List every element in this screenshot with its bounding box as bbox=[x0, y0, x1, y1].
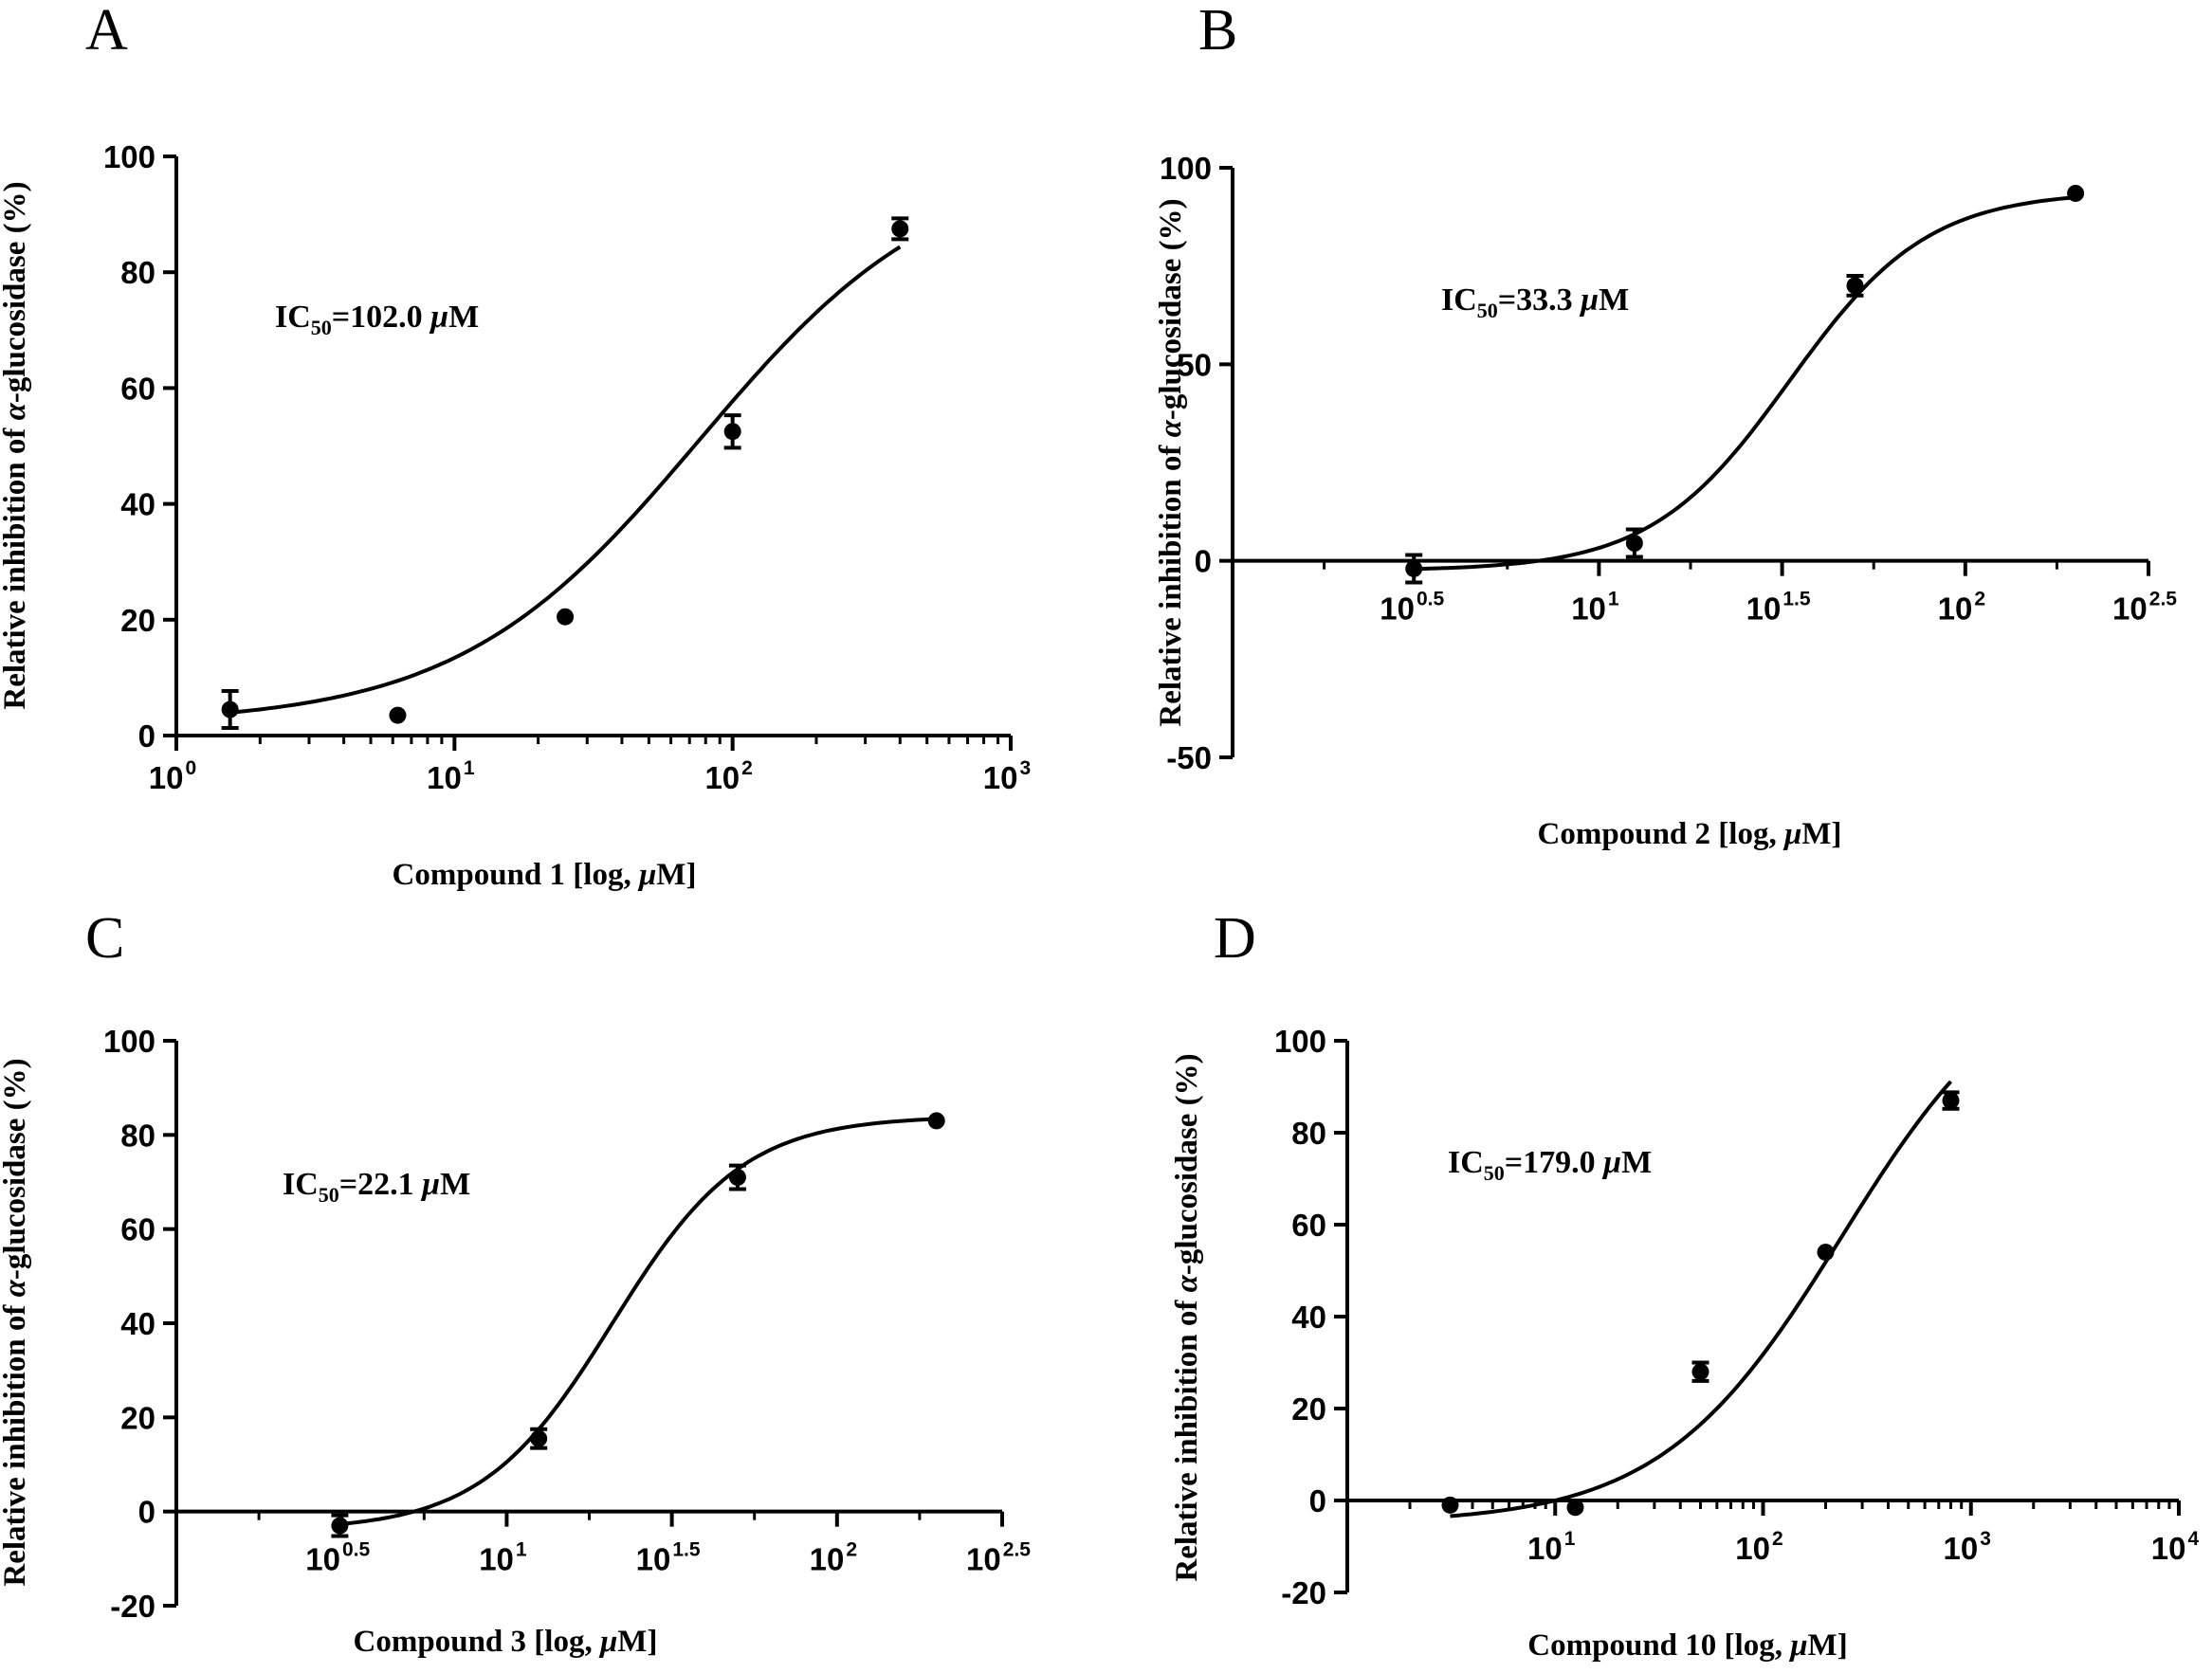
y-tick-label: -50 bbox=[1166, 740, 1212, 775]
x-tick-label: 103 bbox=[983, 757, 1031, 795]
data-point bbox=[1846, 277, 1864, 295]
data-point bbox=[723, 423, 741, 441]
x-tick-label: 101 bbox=[427, 757, 475, 795]
panel-letter: D bbox=[1214, 906, 1256, 971]
y-axis-title: Relative inhibition of α-glucosidase (%) bbox=[1170, 1053, 1204, 1581]
y-tick-label: 40 bbox=[120, 487, 155, 522]
y-tick-label: 100 bbox=[103, 1024, 155, 1059]
y-tick-label: 100 bbox=[103, 139, 155, 174]
data-point bbox=[1942, 1092, 1960, 1110]
panel-letter: C bbox=[85, 906, 124, 971]
x-tick-label: 101.5 bbox=[636, 1539, 701, 1577]
y-axis-title: Relative inhibition of α-glucosidase (%) bbox=[0, 1058, 32, 1586]
ic50-annotation: IC50=102.0 μM bbox=[275, 300, 479, 339]
y-tick-label: 0 bbox=[138, 718, 155, 754]
y-tick-label: 80 bbox=[120, 1118, 155, 1153]
y-tick-label: 40 bbox=[1291, 1300, 1326, 1335]
x-tick-label: 103 bbox=[1944, 1528, 1991, 1566]
y-tick-label: 0 bbox=[138, 1495, 155, 1530]
x-tick-label: 102 bbox=[1735, 1528, 1782, 1566]
data-point bbox=[2067, 184, 2085, 202]
fit-curve bbox=[1414, 195, 2076, 572]
chart-panel-a: A 0 20 40 60 80 100 100 101 102 103 IC50=102.0 μM Co… bbox=[0, 0, 1031, 892]
y-tick-label: 60 bbox=[120, 371, 155, 406]
y-tick-label: 20 bbox=[1291, 1391, 1326, 1427]
x-tick-label: 100 bbox=[149, 757, 196, 795]
y-axis-title: Relative inhibition of α-glucosidase (%) bbox=[1154, 198, 1188, 726]
x-tick-label: 102 bbox=[1938, 589, 1985, 627]
fit-curve bbox=[1450, 1080, 1953, 1518]
panel-letter: B bbox=[1198, 0, 1237, 63]
data-point bbox=[557, 608, 575, 626]
y-tick-label: 20 bbox=[120, 603, 155, 638]
panel-letter: A bbox=[85, 0, 128, 63]
y-tick-label: -20 bbox=[1281, 1575, 1326, 1610]
data-point bbox=[1405, 559, 1423, 577]
x-tick-label: 102.5 bbox=[966, 1539, 1031, 1577]
y-tick-label: 0 bbox=[1309, 1483, 1326, 1518]
ic50-annotation: IC50=33.3 μM bbox=[1441, 282, 1629, 322]
y-tick-label: 60 bbox=[1291, 1208, 1326, 1243]
x-axis-title: Compound 1 [log, μM] bbox=[393, 858, 697, 892]
fit-curve bbox=[229, 245, 902, 715]
ic50-annotation: IC50=22.1 μM bbox=[283, 1167, 470, 1207]
data-point bbox=[728, 1169, 746, 1187]
data-point bbox=[1625, 535, 1643, 553]
ic50-annotation: IC50=179.0 μM bbox=[1448, 1145, 1652, 1185]
fit-curve bbox=[339, 1117, 937, 1526]
x-tick-label: 102.5 bbox=[2112, 589, 2177, 627]
data-point bbox=[891, 220, 909, 238]
data-point bbox=[1566, 1499, 1584, 1517]
x-tick-label: 102 bbox=[810, 1539, 857, 1577]
y-tick-label: 80 bbox=[120, 255, 155, 290]
x-axis-title: Compound 10 [log, μM] bbox=[1527, 1628, 1847, 1663]
chart-panel-b: B -50 0 50 100 100.5 101 101.5 102 102.5 IC50=33.3… bbox=[1154, 0, 2177, 851]
data-point bbox=[530, 1429, 548, 1447]
chart-panel-d: D -20 0 20 40 60 80 100 101 102 103 104 IC50=179.0 μ… bbox=[1170, 906, 2200, 1663]
y-tick-label: -20 bbox=[110, 1589, 155, 1624]
x-axis-title: Compound 2 [log, μM] bbox=[1538, 817, 1842, 851]
y-axis-title: Relative inhibition of α-glucosidase (%) bbox=[0, 181, 32, 709]
x-tick-label: 104 bbox=[2151, 1528, 2200, 1566]
y-tick-label: 80 bbox=[1291, 1116, 1326, 1151]
x-tick-label: 101.5 bbox=[1746, 589, 1811, 627]
data-point bbox=[1691, 1363, 1709, 1381]
x-axis-title: Compound 3 [log, μM] bbox=[354, 1625, 658, 1659]
y-tick-label: 20 bbox=[120, 1400, 155, 1435]
y-tick-label: 60 bbox=[120, 1212, 155, 1247]
data-point bbox=[331, 1517, 349, 1535]
x-tick-label: 101 bbox=[479, 1539, 527, 1577]
chart-panel-c: C -20 0 20 40 60 80 100 100.5 101 101.5 102 102.5 IC5… bbox=[0, 906, 1031, 1659]
y-tick-label: 100 bbox=[1160, 151, 1212, 186]
data-point bbox=[221, 700, 239, 718]
x-tick-label: 100.5 bbox=[305, 1539, 370, 1577]
x-tick-label: 102 bbox=[704, 757, 752, 795]
data-point bbox=[1817, 1244, 1835, 1262]
x-tick-label: 101 bbox=[1527, 1528, 1576, 1566]
y-tick-label: 50 bbox=[1177, 347, 1212, 382]
data-point bbox=[927, 1112, 945, 1130]
x-tick-label: 100.5 bbox=[1380, 589, 1444, 627]
data-point bbox=[389, 706, 407, 724]
y-tick-label: 100 bbox=[1274, 1024, 1326, 1059]
y-tick-label: 40 bbox=[120, 1306, 155, 1341]
x-tick-label: 101 bbox=[1571, 589, 1619, 627]
y-tick-label: 0 bbox=[1195, 544, 1212, 579]
data-point bbox=[1441, 1496, 1459, 1514]
